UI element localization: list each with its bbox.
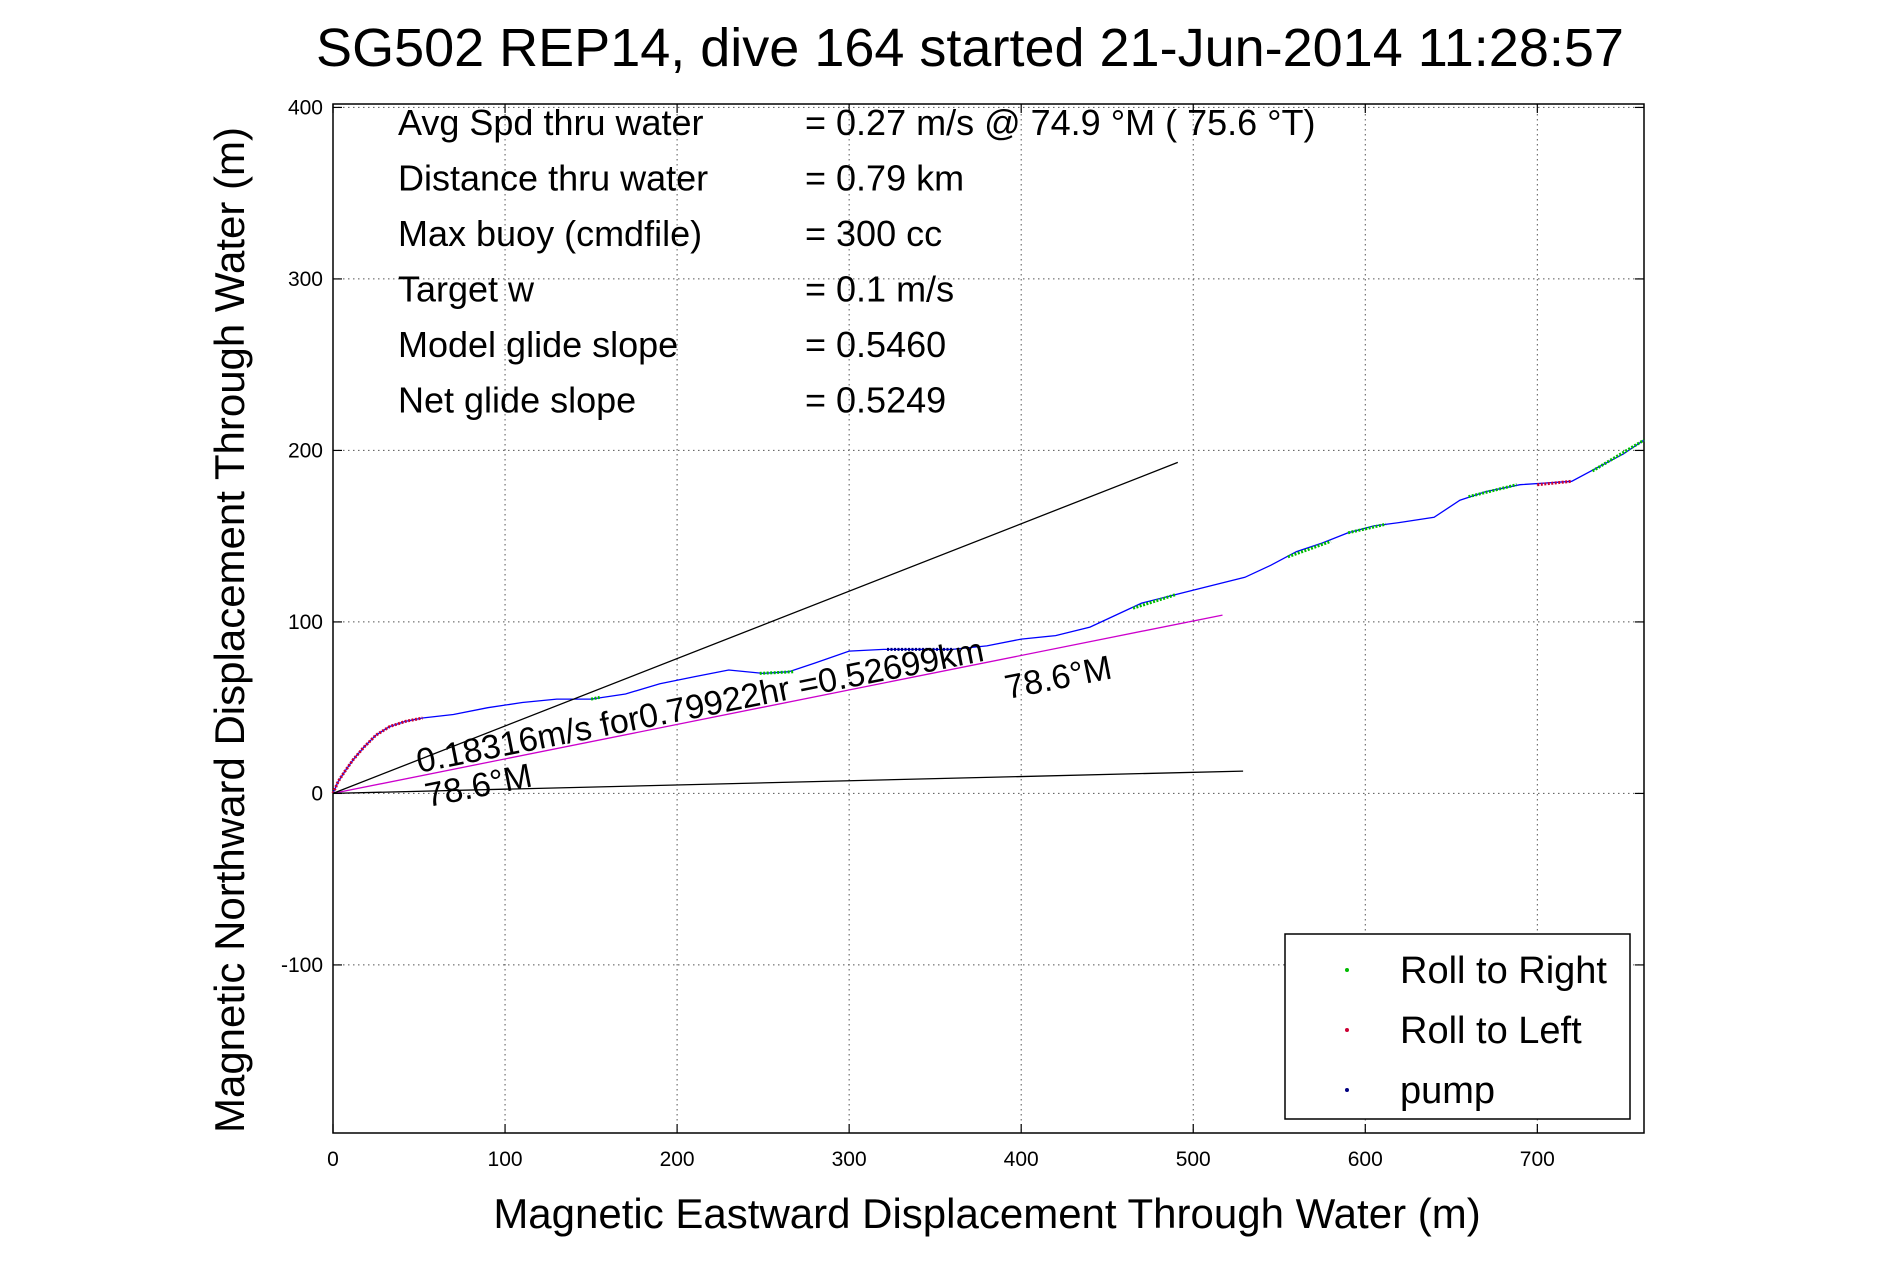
info-label: Model glide slope [398, 324, 678, 365]
x-tick-label: 300 [832, 1148, 867, 1171]
legend-label-pump: pump [1400, 1070, 1495, 1112]
series-roll-to-right-segment [759, 670, 795, 675]
info-label: Avg Spd thru water [398, 102, 704, 143]
series-roll-to-right-segment [1287, 539, 1332, 559]
y-tick-label: 100 [288, 611, 323, 634]
y-tick-label: 300 [288, 268, 323, 291]
x-tick-label: 0 [327, 1148, 339, 1171]
annotation: 78.6°M [1002, 649, 1115, 707]
info-box: Avg Spd thru water = 0.27 m/s @ 74.9 °M (… [398, 102, 1316, 421]
series-roll-to-right-segment [590, 695, 600, 701]
series-roll-to-right-segment [1591, 438, 1645, 473]
grid-lines [333, 104, 1644, 1133]
legend-label-roll-to-left: Roll to Left [1400, 1010, 1582, 1052]
y-tick-label: 200 [288, 439, 323, 462]
legend-label-roll-to-right: Roll to Right [1400, 950, 1607, 992]
info-label: Net glide slope [398, 380, 636, 421]
y-tick-label: 400 [288, 96, 323, 119]
y-axis-label: Magnetic Northward Displacement Through … [206, 127, 253, 1133]
series-line-5 [332, 461, 1179, 795]
x-tick-label: 100 [488, 1148, 523, 1171]
y-tick-label: 0 [311, 782, 323, 805]
series-roll-to-right-segment [1347, 522, 1387, 535]
legend-marker-roll-to-left [1345, 1028, 1349, 1032]
info-value: = 300 cc [805, 213, 942, 254]
info-value: = 0.79 km [805, 158, 964, 199]
legend-marker-roll-to-right [1345, 968, 1349, 972]
legend: Roll to Right Roll to Left pump [1284, 933, 1631, 1120]
x-axis-label: Magnetic Eastward Displacement Through W… [493, 1190, 1480, 1237]
axis-ticks: 0 100 200 300 400 500 600 700 -100 0 100 200 300 400 [281, 96, 1644, 1171]
info-label: Distance thru water [398, 158, 708, 199]
legend-box [1284, 933, 1631, 1120]
x-tick-label: 600 [1348, 1148, 1383, 1171]
x-tick-label: 700 [1520, 1148, 1555, 1171]
info-value: = 0.5249 [805, 380, 946, 421]
legend-marker-pump [1345, 1088, 1349, 1092]
y-tick-label: -100 [281, 954, 323, 977]
series-roll-to-left-segment [331, 716, 423, 794]
plot-area [332, 103, 1645, 1134]
chart-title: SG502 REP14, dive 164 started 21-Jun-201… [316, 18, 1624, 78]
info-label: Target w [398, 269, 535, 310]
series-roll-to-right-segment [1468, 483, 1518, 499]
series-line-6 [332, 770, 1244, 795]
info-value: = 0.1 m/s [805, 269, 954, 310]
x-tick-label: 400 [1004, 1148, 1039, 1171]
data-lines [331, 438, 1645, 795]
info-value: = 0.27 m/s @ 74.9 °M ( 75.6 °T) [805, 102, 1316, 143]
series-roll-to-left-segment [1537, 479, 1572, 487]
info-label: Max buoy (cmdfile) [398, 213, 702, 254]
x-tick-label: 200 [660, 1148, 695, 1171]
x-tick-label: 500 [1176, 1148, 1211, 1171]
series-line-4 [332, 614, 1223, 795]
info-value: = 0.5460 [805, 324, 946, 365]
series-roll-to-right-segment [1132, 593, 1177, 610]
annotations: 0.18316m/s for0.79922hr =0.52699km78.6°M… [413, 631, 1115, 815]
